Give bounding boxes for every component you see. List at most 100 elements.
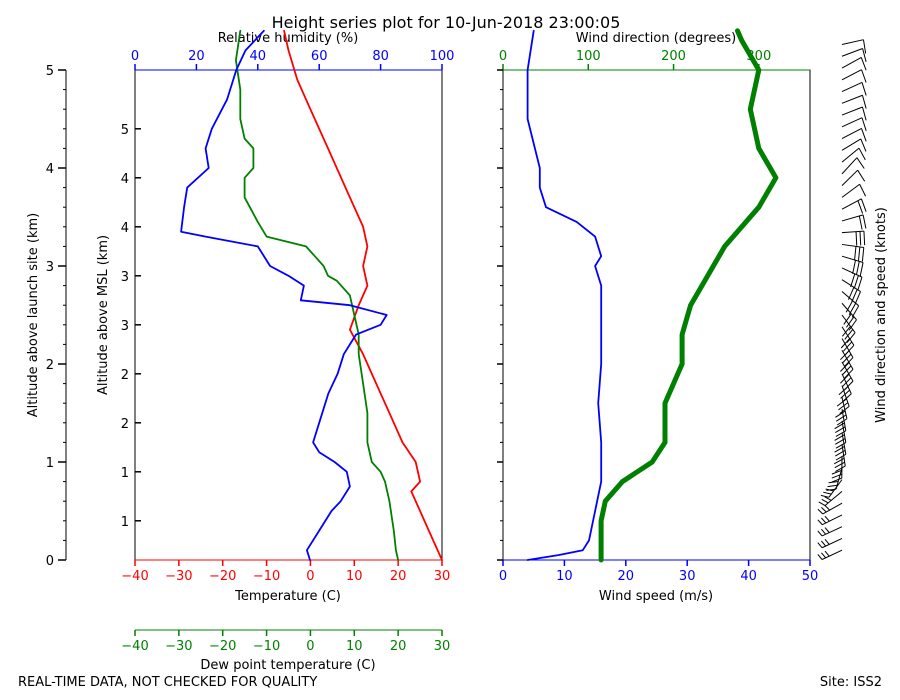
wind-barb-feather bbox=[859, 262, 864, 277]
wind-barb bbox=[835, 397, 848, 426]
temperature-tick-label: −10 bbox=[253, 569, 280, 584]
wind-barb-feather bbox=[835, 449, 846, 457]
wind-barb bbox=[841, 138, 867, 152]
wind-barb bbox=[841, 157, 865, 175]
wind-barb-feather bbox=[834, 434, 845, 441]
wind-barb-staff bbox=[841, 94, 863, 104]
wind-barb bbox=[817, 549, 843, 560]
wind-barb-feather bbox=[854, 291, 861, 305]
wind-barb-feather bbox=[817, 508, 824, 515]
wind-barb bbox=[841, 57, 867, 71]
wind-barb-staff bbox=[841, 169, 858, 186]
temperature-tick-label: 0 bbox=[306, 569, 314, 584]
temperature-tick-label: −30 bbox=[165, 569, 192, 584]
wind-barb-feather bbox=[856, 157, 865, 169]
dewpoint-tick-label: −40 bbox=[121, 639, 148, 654]
dewpoint-line bbox=[234, 29, 400, 561]
wind-barb-feather bbox=[852, 260, 856, 274]
wind-barb-feather bbox=[859, 184, 867, 197]
wind-barb-feather bbox=[859, 231, 862, 246]
wind-barb-feather bbox=[861, 95, 867, 109]
wind-barb bbox=[841, 243, 865, 262]
wind-barb-feather bbox=[841, 393, 852, 403]
wind-barb-feather bbox=[817, 530, 823, 537]
wind-speed-axis-label: Wind speed (m/s) bbox=[599, 589, 713, 604]
altitude-msl-tick-label: 2 bbox=[121, 368, 129, 383]
wind-barb bbox=[841, 117, 867, 131]
wind-barb-feather bbox=[833, 457, 845, 465]
wind-barb-feather bbox=[855, 261, 860, 276]
wind-barb-feather bbox=[857, 200, 864, 214]
wind-barb-staff bbox=[841, 81, 863, 93]
wind-direction-axis-label: Wind direction (degrees) bbox=[576, 31, 736, 46]
wind-barb bbox=[841, 214, 867, 230]
wind-barb-feather bbox=[821, 540, 827, 547]
wind-barb bbox=[841, 48, 867, 62]
wind-barb-staff bbox=[841, 127, 862, 140]
wind-barb-feather bbox=[860, 57, 867, 71]
wind-speed-tick-label: 30 bbox=[679, 569, 696, 584]
wind-barb-staff bbox=[841, 230, 864, 234]
wind-barb-feather bbox=[824, 527, 830, 533]
temperature-tick-label: 30 bbox=[434, 569, 451, 584]
wind-barb bbox=[841, 230, 866, 246]
wind-barb bbox=[834, 408, 847, 437]
wind-barbs bbox=[817, 39, 867, 560]
wind-barb-feather bbox=[860, 138, 867, 152]
wind-speed-tick-label: 50 bbox=[802, 569, 819, 584]
wind-barb-feather bbox=[838, 402, 849, 411]
altitude-msl-tick-label: 3 bbox=[121, 319, 129, 334]
wind-barb-feather bbox=[835, 410, 846, 418]
wind-barb-staff bbox=[841, 39, 864, 46]
wind-barb-feather bbox=[841, 325, 851, 337]
wind-barb bbox=[836, 385, 850, 415]
wind-barb bbox=[841, 39, 867, 54]
wind-barb-staff bbox=[841, 147, 860, 163]
wind-barb-feather bbox=[824, 515, 830, 522]
wind-barb bbox=[817, 502, 843, 515]
wind-barb-feather bbox=[862, 48, 867, 62]
dewpoint-tick-label: 10 bbox=[346, 639, 363, 654]
wind-barb-feather bbox=[848, 319, 857, 331]
wind-barb-staff bbox=[841, 291, 860, 307]
wind-speed-line bbox=[526, 29, 603, 561]
dewpoint-tick-label: −30 bbox=[165, 639, 192, 654]
wind-barb bbox=[841, 127, 867, 142]
right-plot-frame bbox=[502, 69, 811, 561]
wind-barb-feather bbox=[820, 494, 830, 498]
wind-barb-feather bbox=[845, 300, 854, 313]
wind-barb-feather bbox=[835, 465, 846, 473]
wind-barb-feather bbox=[862, 39, 867, 54]
wind-barb-feather bbox=[821, 528, 827, 535]
series-layer bbox=[180, 28, 779, 563]
wind-barb-feather bbox=[840, 338, 850, 349]
wind-speed-tick-label: 10 bbox=[556, 569, 573, 584]
wind-barb-feather bbox=[835, 430, 847, 437]
wind-barb-staff bbox=[841, 106, 863, 116]
wind-barb-staff bbox=[841, 183, 860, 198]
wind-speed-tick-label: 40 bbox=[740, 569, 757, 584]
wind-barb-feather bbox=[861, 106, 867, 121]
wind-barb-feather bbox=[850, 273, 856, 288]
wind-barb-feather bbox=[821, 552, 827, 559]
wind-barb bbox=[818, 491, 843, 506]
wind-barb-feather bbox=[863, 231, 866, 246]
wind-barb-feather bbox=[841, 365, 852, 376]
wind-barb-feather bbox=[831, 477, 842, 483]
wind-barb bbox=[841, 69, 867, 83]
altitude-msl-tick-label: 4 bbox=[121, 221, 129, 236]
altitude-launch-tick-label: 0 bbox=[46, 554, 54, 569]
wind-barb bbox=[841, 255, 864, 277]
wind-barb-feather bbox=[843, 380, 854, 391]
wind-barb-feather bbox=[858, 147, 866, 161]
footer-quality-note: REAL-TIME DATA, NOT CHECKED FOR QUALITY bbox=[18, 675, 317, 690]
wind-barb-feather bbox=[821, 517, 827, 524]
dewpoint-tick-label: 0 bbox=[306, 639, 314, 654]
wind-barb-feather bbox=[835, 426, 846, 434]
wind-barb-feather bbox=[835, 438, 846, 445]
wind-barb-feather bbox=[861, 128, 867, 142]
wind-barb-feather bbox=[841, 377, 852, 388]
temperature-tick-label: 10 bbox=[346, 569, 363, 584]
wind-barb-feather bbox=[857, 169, 866, 182]
